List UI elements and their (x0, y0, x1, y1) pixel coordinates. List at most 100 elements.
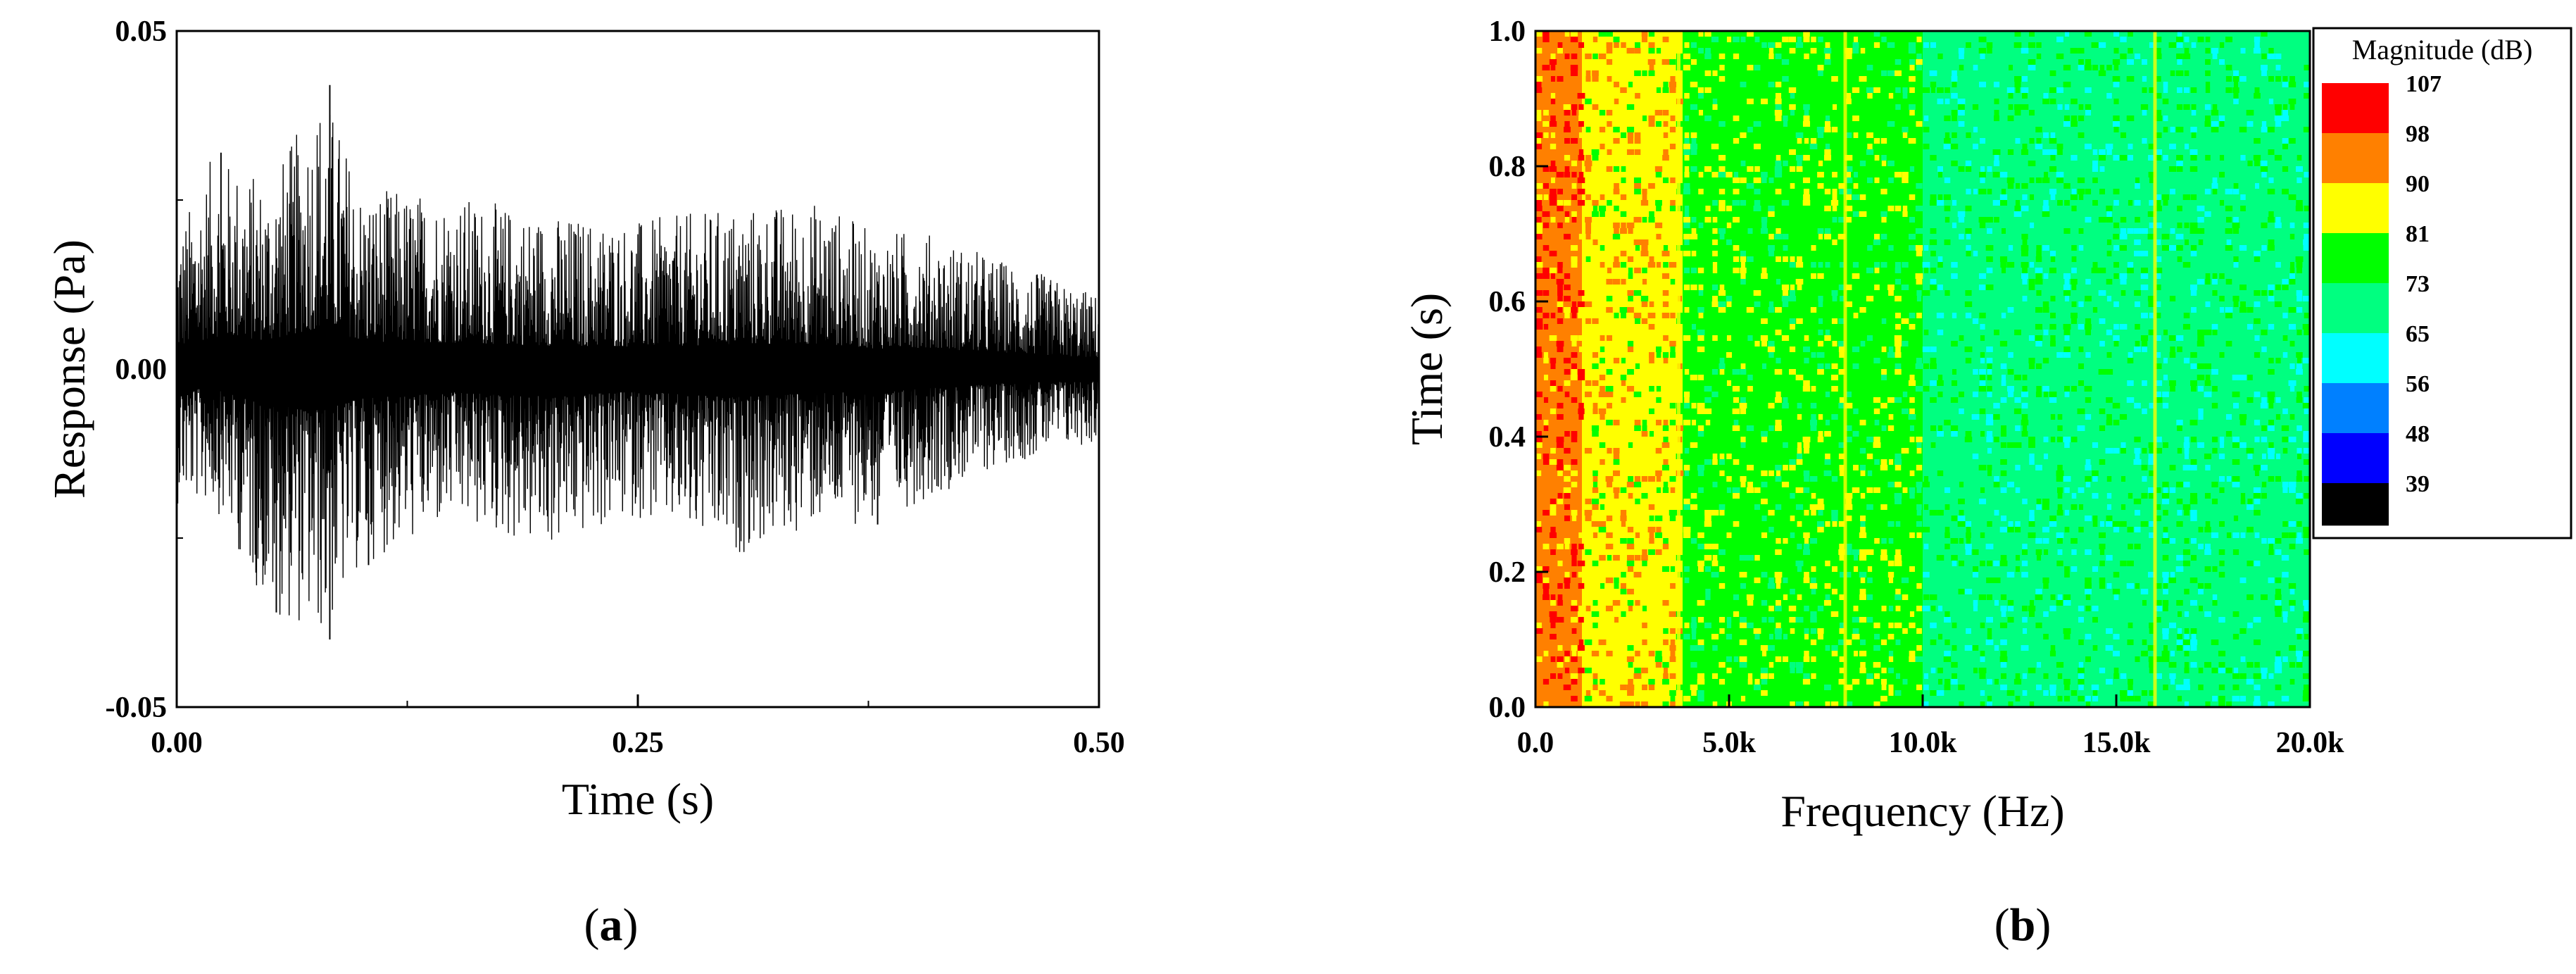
spectrogram-cell (1790, 256, 1795, 262)
spectrogram-cell (1852, 549, 1860, 555)
spectrogram-cell (1838, 346, 1845, 352)
spectrogram-cell (1585, 606, 1591, 611)
spectrogram-cell (1824, 206, 1831, 211)
spectrogram-cell (1873, 358, 1880, 363)
spectrogram-cell (1571, 397, 1578, 403)
spectrogram-cell (1571, 600, 1578, 606)
spectrogram-cell (1656, 476, 1661, 482)
spectrogram-cell (1598, 54, 1607, 59)
spectrogram-cell (1866, 504, 1873, 510)
spectrogram-cell (1648, 324, 1655, 330)
spectrogram-cell (1902, 628, 1908, 634)
spectrogram-cell (1571, 104, 1578, 110)
spectrogram-cell (1570, 70, 1578, 76)
spectrogram-cell (1719, 206, 1726, 211)
spectrogram-cell (2099, 149, 2106, 155)
spectrogram-cell (2176, 645, 2183, 651)
spectrogram-cell (2064, 572, 2070, 577)
spectrogram-cell (2212, 273, 2218, 279)
spectrogram-cell (1825, 330, 1830, 335)
spectrogram-cell (1535, 442, 1543, 448)
spectrogram-cell (2204, 330, 2212, 335)
spectrogram-cell (1788, 37, 1797, 42)
spectrogram-cell (2177, 611, 2182, 617)
spectrogram-cell (2296, 662, 2303, 668)
spectrogram-cell (1564, 380, 1571, 386)
spectrogram-cell (2168, 335, 2177, 341)
spectrogram-cell (2304, 386, 2309, 392)
spectrogram-cell (1839, 628, 1845, 634)
spectrogram-cell (1958, 166, 1965, 172)
spectrogram-cell (2302, 296, 2311, 301)
spectrogram-cell (1880, 465, 1888, 470)
spectrogram-cell (1563, 104, 1571, 110)
spectrogram-cell (1649, 386, 1654, 392)
spectrogram-cell (1641, 493, 1648, 499)
spectrogram-cell (1577, 93, 1585, 99)
panel-a-xtick-label: 0.50 (1073, 727, 1125, 759)
spectrogram-cell (1578, 645, 1585, 651)
spectrogram-cell (1712, 268, 1718, 273)
spectrogram-cell (1683, 234, 1690, 239)
spectrogram-cell (1549, 194, 1557, 200)
spectrogram-cell (1987, 701, 1992, 707)
spectrogram-cell (1550, 600, 1556, 606)
spectrogram-cell (1987, 392, 1992, 397)
spectrogram-cell (2197, 279, 2205, 285)
spectrogram-cell (1761, 651, 1767, 656)
spectrogram-cell (1845, 504, 1853, 510)
spectrogram-cell (1549, 121, 1557, 127)
spectrogram-cell (1768, 54, 1774, 59)
spectrogram-cell (2071, 115, 2078, 121)
spectrogram-cell (1613, 420, 1620, 425)
spectrogram-cell (1612, 279, 1621, 285)
spectrogram-cell (1789, 166, 1796, 172)
spectrogram-cell (2007, 617, 2014, 623)
spectrogram-cell (2254, 352, 2261, 358)
spectrogram-cell (1592, 206, 1598, 211)
spectrogram-cell (1661, 465, 1670, 470)
spectrogram-cell (2218, 617, 2225, 623)
spectrogram-cell (2142, 476, 2147, 482)
panel-a-ytick-label: -0.05 (106, 692, 168, 724)
spectrogram-cell (1811, 37, 1816, 42)
spectrogram-cell (1726, 37, 1732, 42)
spectrogram-cell (1740, 476, 1747, 482)
spectrogram-cell (1817, 369, 1824, 375)
spectrogram-cell (2015, 465, 2021, 470)
spectrogram-cell (1943, 656, 1952, 662)
spectrogram-cell (1894, 341, 1902, 346)
spectrogram-cell (2175, 482, 2184, 487)
spectrogram-cell (1649, 352, 1654, 358)
spectrogram-cell (1712, 482, 1718, 487)
spectrogram-cell (1621, 611, 1626, 617)
spectrogram-heatmap (1535, 31, 2311, 707)
spectrogram-cell (1923, 504, 1929, 510)
spectrogram-cell (2240, 48, 2246, 54)
spectrogram-cell (1852, 628, 1859, 634)
spectrogram-cell (1705, 48, 1711, 54)
spectrogram-cell (1979, 313, 1986, 318)
spectrogram-cell (1923, 572, 1930, 577)
spectrogram-cell (2022, 144, 2028, 149)
spectrogram-cell (1739, 662, 1747, 668)
spectrogram-cell (1614, 256, 1619, 262)
spectrogram-cell (1718, 228, 1726, 234)
spectrogram-cell (1670, 352, 1676, 358)
panel-b: 0.0 5.0k 10.0k 15.0k 20.0k0.00.20.40.60.81.0… (1402, 15, 2572, 951)
spectrogram-cell (1972, 104, 1979, 110)
spectrogram-cell (1690, 645, 1698, 651)
spectrogram-cell (1698, 223, 1704, 228)
spectrogram-cell (2184, 48, 2189, 54)
spectrogram-cell (2085, 104, 2092, 110)
spectrogram-cell (1598, 31, 1607, 37)
spectrogram-cell (1852, 42, 1859, 48)
spectrogram-cell (1959, 561, 1964, 566)
spectrogram-cell (2184, 538, 2189, 544)
spectrogram-cell (1557, 42, 1563, 48)
spectrogram-cell (2000, 651, 2007, 656)
spectrogram-cell (1972, 645, 1979, 651)
spectrogram-cell (1985, 544, 1994, 549)
spectrogram-cell (1916, 290, 1922, 296)
spectrogram-cell (1768, 251, 1774, 256)
